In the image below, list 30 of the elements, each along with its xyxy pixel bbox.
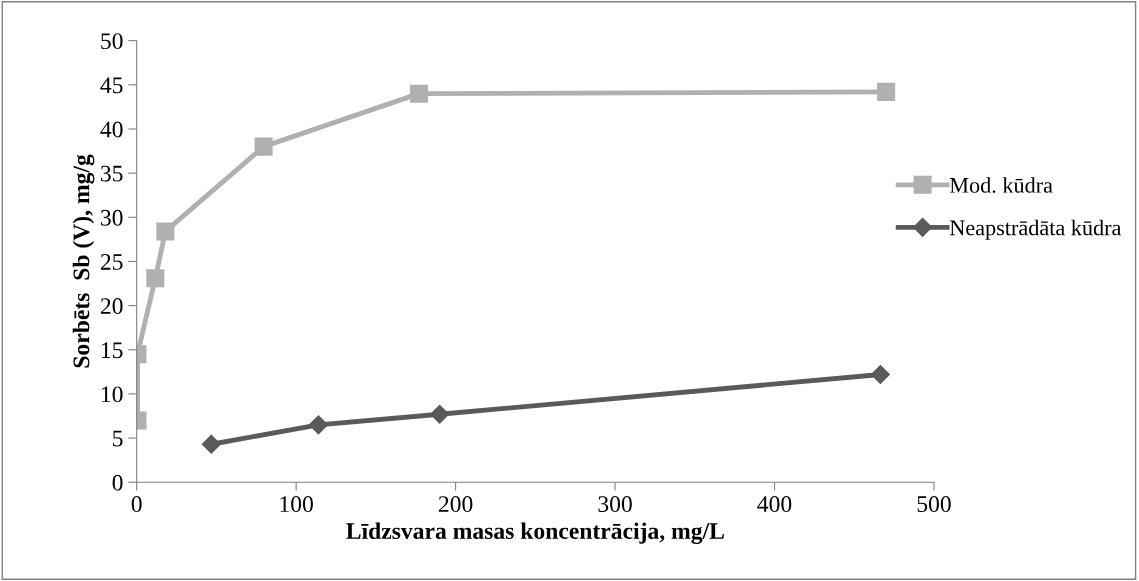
y-tick-label: 15: [101, 342, 123, 359]
legend-label: Mod. kūdra: [949, 177, 1053, 193]
x-tick-label: 0: [131, 496, 142, 513]
point: [201, 434, 221, 454]
x-tick-label: 400: [757, 496, 792, 513]
y-tick-label: 0: [112, 474, 123, 491]
y-tick-label: 40: [100, 121, 123, 138]
point: [254, 137, 273, 156]
point: [870, 364, 890, 385]
point: [877, 82, 896, 101]
point: [156, 222, 175, 241]
y-tick-label: 5: [113, 430, 123, 447]
x-tick-label: 200: [438, 496, 473, 513]
x-tick-label: 300: [598, 496, 632, 513]
x-tick-label: 100: [280, 496, 313, 513]
y-axis-title: Sorbēts Sb (V), mg/g: [72, 154, 95, 368]
y-tick-label: 50: [101, 33, 123, 50]
point: [409, 84, 428, 103]
point: [146, 269, 165, 288]
y-tick-label: 20: [100, 298, 123, 315]
legend-label: Neapstrādāta kūdra: [949, 219, 1122, 240]
point: [430, 404, 450, 424]
y-tick-label: 35: [101, 165, 123, 182]
x-axis-title: Līdzsvara masas koncentrācija, mg/L: [346, 522, 724, 544]
point: [308, 415, 328, 435]
x-tick-label: 500: [917, 496, 951, 513]
y-tick-label: 25: [100, 254, 123, 270]
y-tick-label: 10: [101, 386, 123, 403]
y-tick-label: 45: [100, 77, 123, 94]
y-tick-label: 30: [101, 209, 123, 226]
